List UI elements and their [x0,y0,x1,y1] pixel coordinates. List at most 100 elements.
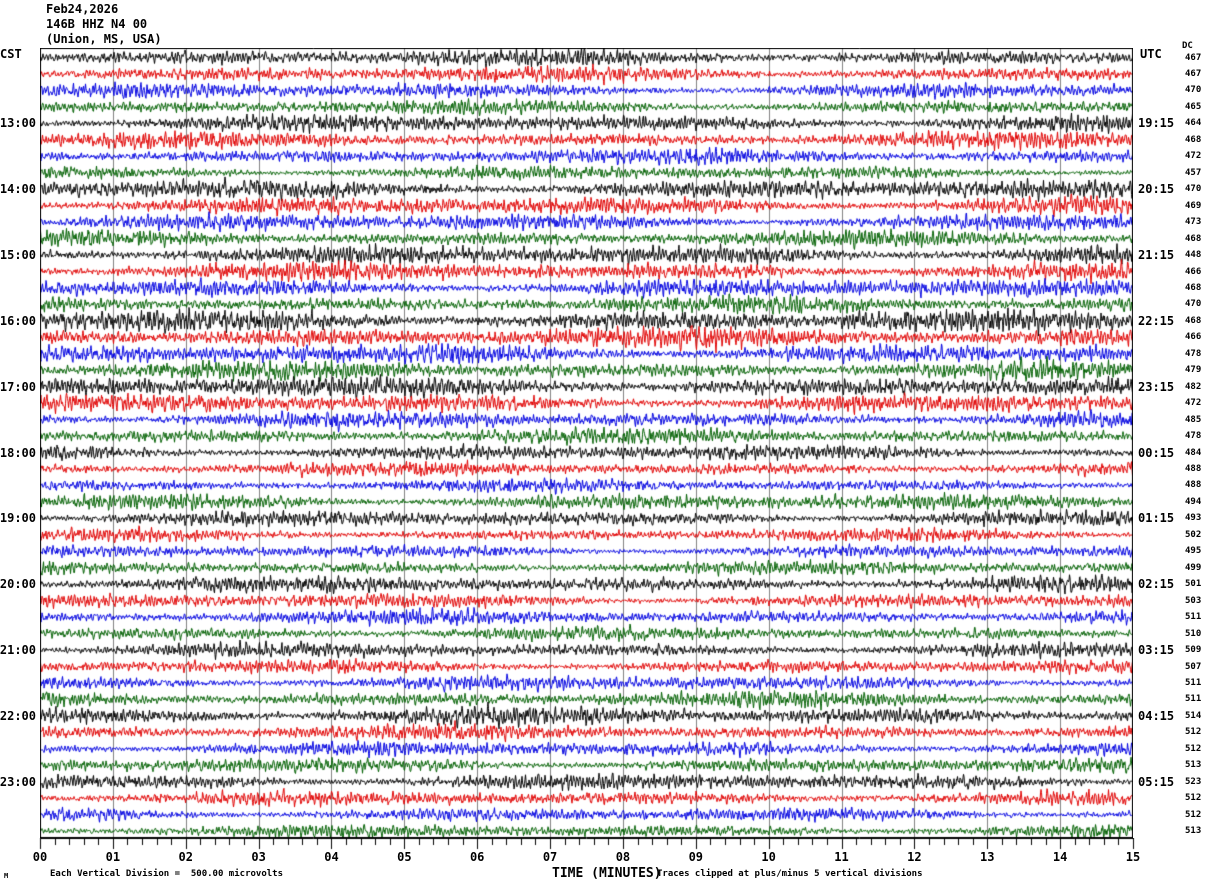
x-tick-label: 13 [980,850,995,864]
seismogram-plot [40,48,1133,838]
header-station: 146B HHZ N4 00 [46,17,148,31]
dc-value: 468 [1185,134,1202,145]
x-tick-label: 04 [324,850,339,864]
dc-value: 465 [1185,101,1202,112]
dc-value: 464 [1185,118,1202,129]
dc-value: 502 [1185,529,1202,540]
x-tick-label: 12 [907,850,922,864]
left-time-label: 13:00 [0,116,36,131]
dc-column-header: DC [1182,41,1193,51]
dc-value: 512 [1185,727,1202,738]
dc-value: 468 [1185,282,1202,293]
dc-value: 512 [1185,793,1202,804]
dc-value: 499 [1185,562,1202,573]
dc-value: 513 [1185,760,1202,771]
x-tick-label: 14 [1052,850,1068,864]
left-time-label: 23:00 [0,774,36,789]
header-date: Feb24,2026 [46,2,119,16]
left-timezone-label: CST [0,47,22,61]
dc-value: 469 [1185,200,1202,211]
x-tick-label: 10 [761,850,776,864]
dc-value: 468 [1185,233,1202,244]
dc-value: 478 [1185,348,1202,359]
x-tick-label: 05 [397,850,412,864]
right-time-label: 03:15 [1138,643,1175,658]
x-tick-label: 02 [178,850,193,864]
dc-value: 523 [1185,776,1202,787]
header-location: (Union, MS, USA) [46,32,162,46]
seismogram-canvas [40,48,1133,838]
dc-value: 482 [1185,381,1202,392]
left-time-label: 16:00 [0,313,36,328]
corner-mark-label: M [4,872,9,880]
right-timezone-label: UTC [1140,47,1162,61]
right-time-label: 02:15 [1138,577,1175,592]
dc-value: 514 [1185,710,1202,721]
dc-value: 507 [1185,661,1202,672]
left-time-label: 20:00 [0,577,36,592]
dc-value: 511 [1185,694,1202,705]
right-time-label: 19:15 [1138,116,1175,131]
x-axis-title: TIME (MINUTES) [552,866,662,881]
dc-value: 470 [1185,184,1202,195]
x-tick-label: 09 [688,850,704,864]
x-tick-label: 03 [251,850,266,864]
dc-value: 488 [1185,464,1202,474]
right-time-label: 00:15 [1138,445,1175,460]
right-time-label: 05:15 [1138,774,1175,789]
dc-value: 495 [1185,546,1202,557]
dc-value: 457 [1185,167,1202,178]
right-time-label: 23:15 [1138,379,1175,394]
dc-value: 511 [1185,677,1202,688]
dc-value: 466 [1185,332,1202,343]
dc-value: 509 [1185,645,1202,656]
clip-note: Traces clipped at plus/minus 5 vertical … [657,869,923,879]
dc-value: 479 [1185,365,1202,376]
right-time-label: 21:15 [1138,248,1175,263]
dc-value: 485 [1185,414,1202,425]
dc-value: 494 [1185,496,1202,507]
dc-value: 472 [1185,398,1202,409]
dc-value: 512 [1185,809,1202,820]
right-time-label: 22:15 [1138,313,1175,328]
right-time-label: 04:15 [1138,708,1175,723]
dc-value: 448 [1185,250,1202,261]
left-time-label: 15:00 [0,248,36,263]
dc-value: 467 [1185,69,1202,79]
x-tick-label: 06 [469,850,485,864]
x-tick-label: 01 [105,850,121,864]
left-time-label: 17:00 [0,379,36,394]
left-time-label: 21:00 [0,643,36,658]
dc-value: 470 [1185,299,1202,310]
dc-value: 510 [1185,628,1202,639]
x-tick-label: 11 [834,850,849,864]
dc-value: 511 [1185,612,1202,623]
x-tick-label: 07 [542,850,558,864]
left-time-label: 19:00 [0,511,36,526]
x-axis-ticks [0,838,1210,858]
chart-header: Feb24,2026 146B HHZ N4 00 (Union, MS, US… [46,2,162,47]
dc-value: 466 [1185,266,1202,277]
dc-value: 478 [1185,431,1202,442]
dc-value: 467 [1185,52,1202,63]
dc-value: 488 [1185,480,1202,491]
scale-note: Each Vertical Division = 500.00 microvol… [50,869,283,879]
dc-value: 503 [1185,595,1202,606]
x-tick-label: 08 [615,850,631,864]
dc-value: 512 [1185,743,1202,754]
dc-value: 513 [1185,826,1202,837]
x-axis: 00 01 02 03 04 05 06 07 08 09 10 11 12 13 14 15 [0,838,1210,886]
dc-value: 470 [1185,85,1202,96]
dc-value: 501 [1185,579,1202,590]
x-tick-label: 00 [32,850,48,864]
dc-value: 468 [1185,315,1202,326]
dc-value: 472 [1185,151,1202,162]
left-time-label: 22:00 [0,708,36,723]
dc-value: 473 [1185,217,1202,228]
right-time-label: 20:15 [1138,182,1175,197]
left-time-label: 18:00 [0,445,36,460]
dc-value: 484 [1185,447,1202,458]
dc-value: 493 [1185,513,1202,524]
left-time-label: 14:00 [0,182,36,197]
right-time-label: 01:15 [1138,511,1175,526]
